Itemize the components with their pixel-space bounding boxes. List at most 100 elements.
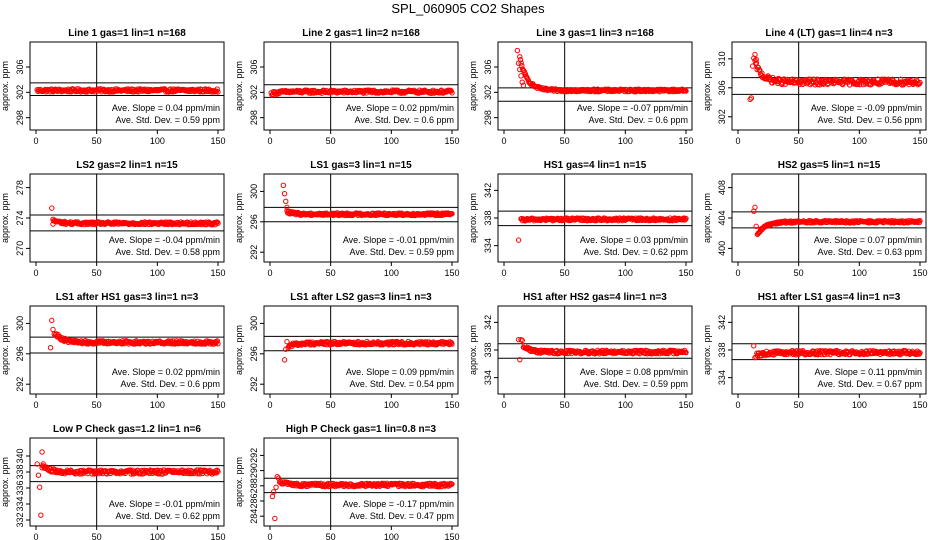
- page-title: SPL_060905 CO2 Shapes: [391, 1, 545, 16]
- y-axis-label: approx. ppm: [702, 193, 712, 243]
- data-point: [185, 470, 191, 477]
- stddev-annotation: Ave. Std. Dev. = 0.6 ppm: [121, 379, 220, 389]
- data-point: [280, 182, 287, 189]
- y-tick-label: 302: [717, 109, 727, 124]
- y-tick-label: 342: [483, 183, 493, 198]
- x-tick-label: 150: [444, 532, 459, 540]
- data-point: [755, 64, 762, 71]
- chart-title: HS1 after LS1 gas=4 lin=1 n=3: [758, 292, 901, 303]
- data-point: [215, 89, 221, 95]
- stddev-annotation: Ave. Std. Dev. = 0.67 ppm: [818, 379, 922, 389]
- stddev-annotation: Ave. Std. Dev. = 0.47 ppm: [350, 511, 454, 521]
- chart-panel: HS1 gas=4 lin=1 n=15 approx. ppm 334 338 342…: [468, 160, 694, 278]
- chart-panel: Line 3 gas=1 lin=3 n=168 approx. ppm 298 30…: [468, 28, 694, 146]
- chart-panel: HS1 after HS2 gas=4 lin=1 n=3 approx. ppm…: [468, 292, 694, 410]
- x-tick-label: 100: [384, 136, 399, 146]
- x-tick-label: 50: [92, 400, 102, 410]
- x-tick-label: 0: [33, 532, 38, 540]
- y-tick-label: 338: [717, 342, 727, 357]
- data-point: [519, 62, 525, 69]
- x-tick-label: 150: [210, 532, 225, 540]
- y-axis-label: approx. ppm: [468, 325, 478, 375]
- chart-panel: Line 1 gas=1 lin=1 n=168 approx. ppm 298 30…: [0, 28, 226, 146]
- chart-title: HS2 gas=5 lin=1 n=15: [778, 160, 881, 171]
- data-point: [36, 484, 43, 490]
- y-tick-label: 306: [15, 59, 25, 74]
- x-tick-label: 150: [912, 400, 927, 410]
- x-tick-label: 150: [210, 400, 225, 410]
- y-axis-label: approx. ppm: [0, 325, 10, 375]
- y-tick-label: 300: [249, 184, 259, 199]
- chart-title: LS1 gas=3 lin=1 n=15: [310, 160, 412, 171]
- y-tick-label: 286: [249, 493, 259, 508]
- data-point: [284, 338, 290, 345]
- y-axis-label: approx. ppm: [234, 457, 244, 507]
- y-tick-label: 302: [249, 85, 259, 100]
- y-tick-label: 296: [249, 346, 259, 361]
- x-tick-label: 100: [852, 268, 867, 278]
- data-point: [752, 204, 758, 211]
- stddev-annotation: Ave. Std. Dev. = 0.59 ppm: [584, 379, 688, 389]
- chart-title: Line 4 (LT) gas=1 lin=4 n=3: [765, 28, 893, 39]
- y-tick-label: 284: [249, 509, 259, 524]
- x-tick-label: 150: [444, 136, 459, 146]
- x-tick-label: 100: [150, 532, 165, 540]
- data-point: [214, 338, 221, 344]
- plot-frame: [497, 41, 693, 131]
- plot-frame: [29, 41, 225, 131]
- y-tick-label: 342: [483, 315, 493, 330]
- x-tick-label: 150: [210, 268, 225, 278]
- data-point: [270, 489, 277, 495]
- slope-annotation: Ave. Slope = 0.08 ppm/min: [580, 367, 688, 377]
- data-point: [518, 60, 524, 66]
- data-point: [748, 95, 755, 101]
- x-tick-label: 50: [794, 136, 804, 146]
- x-tick-label: 0: [735, 268, 740, 278]
- y-axis-label: approx. ppm: [0, 457, 10, 507]
- y-axis-label: approx. ppm: [234, 61, 244, 111]
- data-point: [49, 205, 55, 211]
- stddev-annotation: Ave. Std. Dev. = 0.63 ppm: [818, 247, 922, 257]
- data-point: [213, 470, 220, 476]
- plot-frame: [731, 41, 927, 131]
- chart-panel: LS1 after HS1 gas=3 lin=1 n=3 approx. ppm…: [0, 292, 226, 410]
- x-tick-label: 0: [501, 136, 506, 146]
- data-point: [49, 317, 55, 324]
- x-tick-label: 150: [678, 400, 693, 410]
- y-tick-label: 310: [717, 51, 727, 66]
- x-tick-label: 150: [912, 136, 927, 146]
- x-tick-label: 0: [33, 136, 38, 146]
- y-tick-label: 292: [249, 245, 259, 260]
- y-tick-label: 306: [717, 80, 727, 95]
- data-point: [281, 357, 288, 363]
- chart-panel: HS1 after LS1 gas=4 lin=1 n=3 approx. ppm…: [702, 292, 928, 410]
- slope-annotation: Ave. Slope = -0.01 ppm/min: [109, 499, 220, 509]
- chart-title: Line 2 gas=1 lin=2 n=168: [302, 28, 420, 39]
- stddev-annotation: Ave. Std. Dev. = 0.59 ppm: [350, 247, 454, 257]
- data-point: [683, 88, 689, 94]
- data-point: [449, 90, 455, 96]
- y-tick-label: 300: [249, 316, 259, 331]
- x-tick-label: 100: [150, 136, 165, 146]
- x-tick-label: 150: [678, 268, 693, 278]
- data-point: [50, 326, 56, 333]
- plot-frame: [263, 41, 459, 131]
- data-point: [281, 190, 288, 197]
- data-point: [514, 47, 521, 54]
- y-tick-label: 404: [717, 210, 727, 225]
- data-point: [917, 79, 923, 86]
- y-tick-label: 338: [483, 210, 493, 225]
- chart-panel: LS2 gas=2 lin=1 n=15 approx. ppm 270 274 278…: [0, 160, 226, 278]
- data-point: [47, 345, 54, 351]
- y-axis-label: approx. ppm: [468, 61, 478, 111]
- chart-panel: LS1 after LS2 gas=3 lin=1 n=3 approx. ppm…: [234, 292, 460, 410]
- chart-title: Line 1 gas=1 lin=1 n=168: [68, 28, 186, 39]
- plot-frame: [263, 437, 459, 527]
- data-point: [515, 336, 522, 343]
- x-tick-label: 100: [150, 400, 165, 410]
- stddev-annotation: Ave. Std. Dev. = 0.62 ppm: [116, 511, 220, 521]
- data-point: [515, 237, 522, 243]
- data-point: [517, 57, 524, 63]
- slope-annotation: Ave. Slope = 0.07 ppm/min: [814, 235, 922, 245]
- y-axis-label: approx. ppm: [702, 325, 712, 375]
